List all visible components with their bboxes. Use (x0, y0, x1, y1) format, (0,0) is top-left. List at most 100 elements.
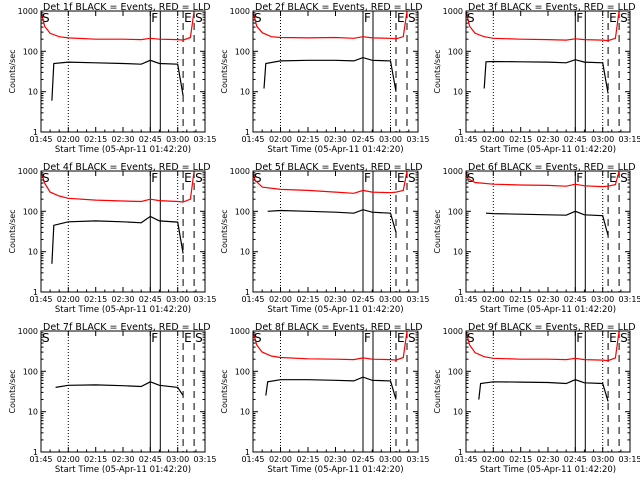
y-tick-label: 1 (458, 288, 463, 297)
x-axis-label: Start Time (05-Apr-11 01:42:20) (267, 465, 403, 475)
lld-series-line (465, 10, 620, 42)
x-tick-label: 01:45 (454, 455, 477, 464)
x-tick-label: 02:30 (111, 295, 134, 304)
events-series-line (478, 379, 609, 402)
y-tick-label: 10 (453, 88, 463, 97)
x-tick-label: 02:15 (84, 295, 107, 304)
x-tick-label: 03:00 (166, 455, 189, 464)
events-series-line (263, 56, 397, 92)
marker-label: F (151, 171, 158, 185)
y-tick-label: 1000 (443, 7, 463, 16)
x-tick-label: 02:45 (351, 295, 374, 304)
y-tick-label: 1000 (443, 327, 463, 336)
y-axis-label: Counts/sec (220, 369, 229, 413)
y-tick-label: 1000 (18, 167, 38, 176)
marker-label: S (467, 11, 475, 25)
marker-label: S (42, 171, 50, 185)
y-tick-label: 10 (28, 408, 38, 417)
x-axis-label: Start Time (05-Apr-11 01:42:20) (55, 145, 191, 155)
x-tick-label: 03:15 (193, 455, 216, 464)
plot-frame (252, 10, 419, 133)
y-axis-label: Counts/sec (8, 209, 17, 253)
x-tick-label: 01:45 (454, 295, 477, 304)
y-tick-label: 1 (245, 288, 250, 297)
lld-series-line (465, 330, 620, 362)
y-axis-label: Counts/sec (433, 49, 442, 93)
x-tick-label: 03:00 (166, 135, 189, 144)
marker-label: E (184, 171, 192, 185)
panel-title: Det 4f BLACK = Events, RED = LLD (43, 162, 211, 173)
x-axis-label: Start Time (05-Apr-11 01:42:20) (55, 465, 191, 475)
marker-label: E (184, 331, 192, 345)
marker-label: F (576, 331, 583, 345)
panel-title: Det 2f BLACK = Events, RED = LLD (255, 2, 423, 13)
marker-label: S (42, 11, 50, 25)
y-tick-label: 10 (240, 88, 250, 97)
events-series-line (267, 209, 397, 233)
x-tick-label: 02:30 (536, 455, 559, 464)
marker-label: S (195, 331, 203, 345)
marker-label: S (620, 331, 628, 345)
x-tick-label: 02:30 (536, 135, 559, 144)
y-tick-label: 1 (33, 448, 38, 457)
marker-label: S (195, 171, 203, 185)
x-tick-label: 03:00 (591, 295, 614, 304)
x-tick-label: 02:00 (57, 135, 80, 144)
panel-title: Det 9f BLACK = Events, RED = LLD (468, 322, 636, 333)
x-axis-label: Start Time (05-Apr-11 01:42:20) (480, 145, 616, 155)
x-axis-label: Start Time (05-Apr-11 01:42:20) (55, 305, 191, 315)
x-tick-label: 02:00 (482, 135, 505, 144)
x-tick-label: 03:00 (379, 135, 402, 144)
marker-label: F (576, 11, 583, 25)
x-axis-label: Start Time (05-Apr-11 01:42:20) (480, 305, 616, 315)
x-axis-label: Start Time (05-Apr-11 01:42:20) (267, 145, 403, 155)
events-series-line (55, 381, 184, 396)
marker-label: S (254, 331, 262, 345)
x-tick-label: 02:15 (296, 455, 319, 464)
y-axis-label: Counts/sec (8, 49, 17, 93)
marker-label: E (184, 11, 192, 25)
y-axis-label: Counts/sec (433, 369, 442, 413)
x-tick-label: 03:15 (618, 295, 640, 304)
x-tick-label: 01:45 (454, 135, 477, 144)
marker-label: S (42, 331, 50, 345)
events-series-line (265, 376, 397, 400)
y-tick-label: 1 (33, 128, 38, 137)
y-tick-label: 1000 (18, 7, 38, 16)
x-tick-label: 03:15 (406, 135, 429, 144)
marker-label: S (620, 171, 628, 185)
y-tick-label: 1 (245, 128, 250, 137)
marker-label: S (408, 171, 416, 185)
marker-label: S (467, 171, 475, 185)
x-tick-label: 03:15 (406, 295, 429, 304)
x-tick-label: 02:00 (57, 295, 80, 304)
x-tick-label: 03:15 (193, 295, 216, 304)
x-tick-label: 02:45 (139, 295, 162, 304)
y-tick-label: 1 (458, 128, 463, 137)
panel-title: Det 6f BLACK = Events, RED = LLD (468, 162, 636, 173)
y-tick-label: 100 (23, 207, 38, 216)
x-tick-label: 03:15 (618, 135, 640, 144)
lld-series-line (252, 10, 408, 40)
y-tick-label: 10 (453, 248, 463, 257)
x-tick-label: 02:00 (482, 295, 505, 304)
marker-label: S (195, 11, 203, 25)
x-axis-label: Start Time (05-Apr-11 01:42:20) (267, 305, 403, 315)
marker-label: S (408, 11, 416, 25)
lld-series-line (252, 330, 408, 361)
panel-title: Det 5f BLACK = Events, RED = LLD (255, 162, 423, 173)
x-tick-label: 02:45 (564, 295, 587, 304)
x-tick-label: 03:15 (193, 135, 216, 144)
x-tick-label: 01:45 (241, 135, 264, 144)
marker-label: F (364, 11, 371, 25)
x-tick-label: 02:30 (111, 135, 134, 144)
panel-title: Det 7f BLACK = Events, RED = LLD (43, 322, 211, 333)
x-tick-label: 01:45 (29, 455, 52, 464)
y-tick-label: 1000 (230, 327, 250, 336)
y-tick-label: 100 (235, 367, 250, 376)
x-tick-label: 02:30 (324, 135, 347, 144)
